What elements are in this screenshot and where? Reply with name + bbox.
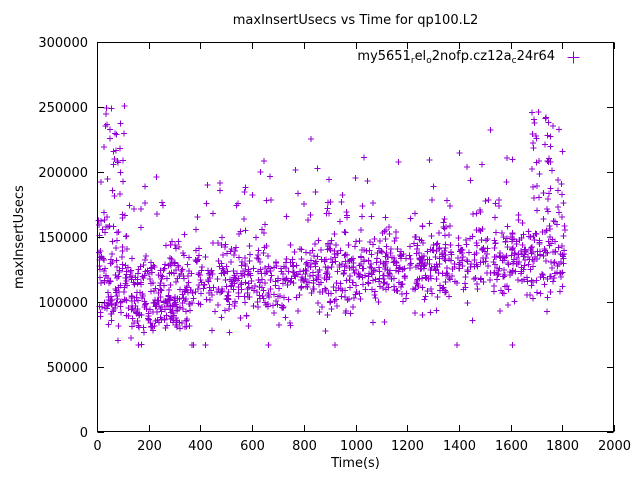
data-points (95, 103, 568, 348)
legend-label: my5651relo2nofp.cz12ac24r64 (357, 49, 555, 66)
legend-label-text: my5651 (357, 49, 411, 64)
x-tick-label: 1000 (340, 439, 373, 454)
y-tick-label: 100000 (38, 296, 88, 311)
legend-plus-glyph (567, 51, 580, 64)
legend: my5651relo2nofp.cz12ac24r64 (357, 49, 580, 66)
chart-title: maxInsertUsecs vs Time for qp100.L2 (232, 13, 479, 28)
y-tick-label: 0 (80, 426, 88, 441)
x-tick-label: 400 (188, 439, 213, 454)
y-tick-label: 50000 (47, 361, 88, 376)
x-tick-label: 1200 (391, 439, 424, 454)
x-tick-label: 1800 (546, 439, 579, 454)
x-tick-label: 2000 (598, 439, 631, 454)
y-tick-label: 300000 (38, 36, 88, 51)
y-tick-label: 250000 (38, 101, 88, 116)
y-tick-label: 200000 (38, 166, 88, 181)
x-tick-label: 0 (93, 439, 101, 454)
x-tick-label: 600 (240, 439, 265, 454)
legend-label-subscript: r (410, 56, 415, 66)
y-tick-label: 150000 (38, 231, 88, 246)
x-axis-label: Time(s) (331, 456, 380, 471)
x-tick-label: 200 (137, 439, 162, 454)
legend-label-subscript: c (511, 56, 517, 66)
legend-label-text: el (414, 49, 427, 64)
x-tick-label: 1400 (443, 439, 476, 454)
y-axis-label: maxInsertUsecs (12, 185, 27, 289)
legend-label-text: 24r64 (516, 49, 555, 64)
legend-label-subscript: o (426, 56, 432, 66)
x-tick-label: 1600 (495, 439, 528, 454)
legend-label-text: 2nofp.cz12a (431, 49, 512, 64)
legend-marker-icon (567, 51, 580, 64)
x-tick-label: 800 (292, 439, 317, 454)
